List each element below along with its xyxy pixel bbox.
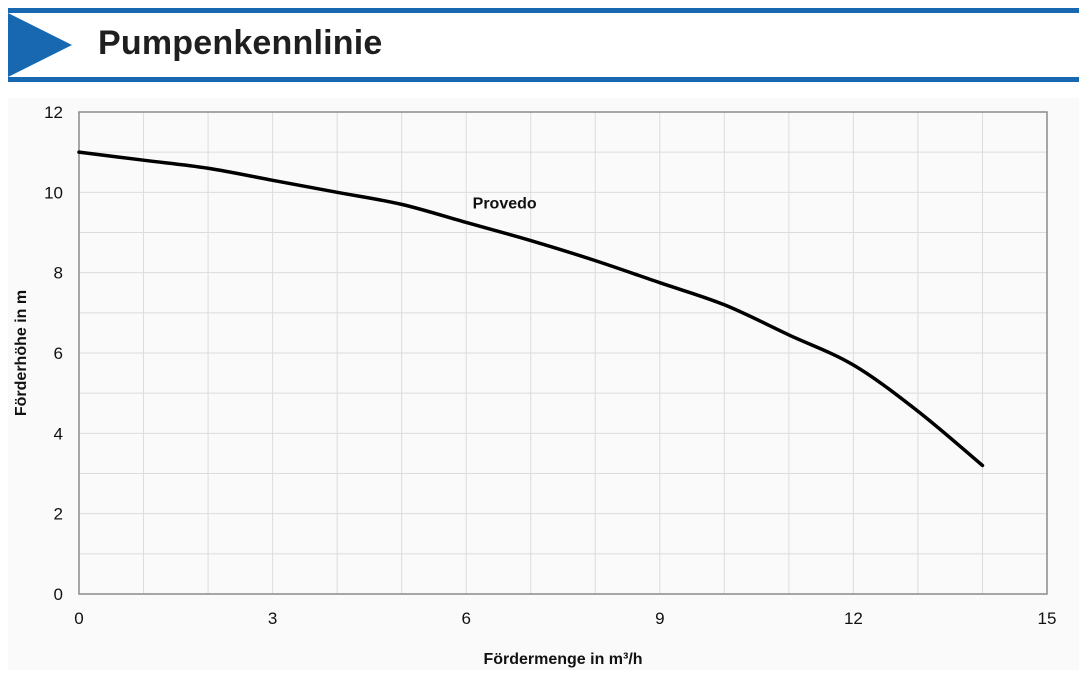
x-axis-title: Fördermenge in m³/h xyxy=(483,651,642,668)
plot-background xyxy=(8,98,1079,670)
chart-canvas: 0 3 6 9 12 15 0 2 4 6 8 10 12 Provedo Fördermenge in… xyxy=(8,98,1079,670)
y-tick-label: 2 xyxy=(54,505,63,524)
x-tick-label: 3 xyxy=(268,609,277,628)
series-label: Provedo xyxy=(473,195,537,212)
x-tick-label: 6 xyxy=(461,609,470,628)
x-tick-label: 15 xyxy=(1038,609,1057,628)
y-tick-label: 6 xyxy=(54,344,63,363)
pump-curve-chart: 0 3 6 9 12 15 0 2 4 6 8 10 12 Provedo Fördermenge in… xyxy=(0,90,1079,678)
series-layer xyxy=(77,150,985,468)
tick-label-layer: 0 3 6 9 12 15 0 2 4 6 8 10 12 xyxy=(44,103,1056,628)
x-tick-label: 12 xyxy=(844,609,863,628)
page-title: Pumpenkennlinie xyxy=(98,24,383,62)
x-tick-label: 9 xyxy=(655,609,664,628)
series-line-provedo xyxy=(77,150,985,468)
page-header: Pumpenkennlinie xyxy=(8,8,1079,82)
y-tick-label: 10 xyxy=(44,183,63,202)
plot-frame xyxy=(78,111,1048,595)
y-tick-label: 8 xyxy=(54,264,63,283)
y-tick-label: 4 xyxy=(54,424,63,443)
header-top-rule xyxy=(8,8,1079,13)
x-tick-label: 0 xyxy=(74,609,83,628)
grid-layer xyxy=(79,112,1047,594)
play-triangle-shape xyxy=(8,13,72,77)
header-bottom-rule xyxy=(8,77,1079,82)
annotation-layer: Provedo xyxy=(473,195,537,212)
y-tick-label: 12 xyxy=(44,103,63,122)
y-tick-label: 0 xyxy=(54,585,63,604)
play-triangle-icon xyxy=(8,13,72,77)
y-axis-title: Förderhöhe in m xyxy=(13,290,30,416)
